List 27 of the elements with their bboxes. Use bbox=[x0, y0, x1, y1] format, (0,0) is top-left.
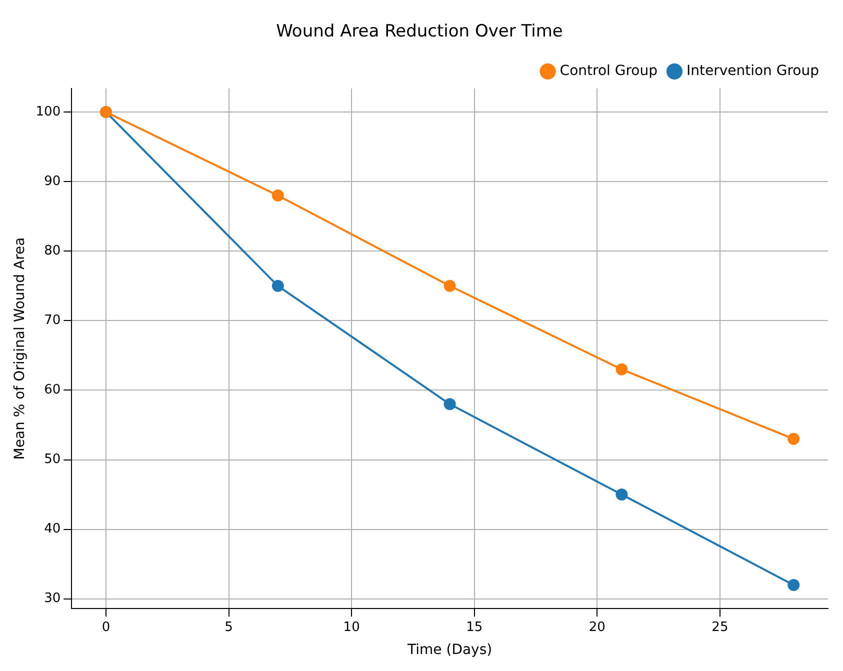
x-axis-title: Time (Days) bbox=[406, 642, 492, 658]
y-tick-label: 70 bbox=[44, 313, 61, 328]
x-tick-label: 5 bbox=[224, 620, 233, 635]
x-tick-label: 10 bbox=[343, 620, 360, 635]
y-tick-label: 60 bbox=[44, 382, 61, 398]
legend-label: Intervention Group bbox=[686, 63, 820, 80]
point bbox=[272, 190, 284, 202]
point bbox=[788, 432, 800, 445]
legend-label: Control Group bbox=[560, 63, 658, 80]
y-tick-label: 50 bbox=[44, 452, 61, 468]
y-tick-label: 80 bbox=[44, 244, 61, 259]
point bbox=[616, 363, 628, 376]
point bbox=[272, 280, 284, 292]
point bbox=[444, 280, 456, 292]
x-tick-label: 15 bbox=[466, 620, 483, 635]
y-tick-label: 30 bbox=[44, 591, 61, 606]
y-tick-label: 40 bbox=[44, 522, 61, 537]
chart-title: Wound Area Reduction Over Time bbox=[276, 22, 563, 42]
y-tick-label: 100 bbox=[36, 104, 61, 120]
x-tick-label: 25 bbox=[712, 620, 728, 635]
x-tick-label: 20 bbox=[588, 620, 606, 635]
x-tick-label: 0 bbox=[102, 620, 110, 635]
point bbox=[444, 398, 456, 410]
y-tick-label: 90 bbox=[44, 174, 61, 189]
point bbox=[616, 488, 628, 501]
point bbox=[788, 578, 800, 591]
y-axis-title: Mean % of Original Wound Area bbox=[12, 237, 28, 460]
